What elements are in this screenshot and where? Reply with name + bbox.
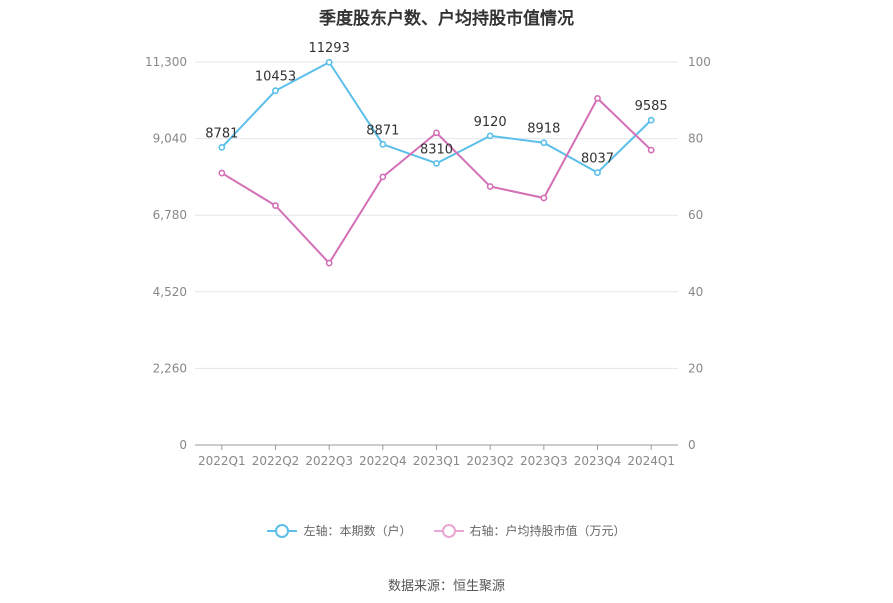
x-axis-tick-label: 2023Q2	[466, 454, 514, 468]
series-line-right	[221, 97, 652, 265]
x-axis-tick-label: 2023Q3	[520, 454, 568, 468]
data-point	[379, 173, 387, 181]
data-point	[486, 132, 494, 140]
left-axis-tick-label: 6,780	[153, 208, 187, 222]
legend-line-circle-icon	[433, 523, 464, 538]
legend: 左轴：本期数（户） 右轴：户均持股市值（万元）	[0, 522, 893, 539]
data-label: 9585	[635, 99, 668, 114]
data-point	[325, 259, 333, 267]
data-point	[272, 202, 279, 210]
data-label: 8918	[527, 122, 560, 137]
data-label: 11293	[308, 41, 349, 56]
x-axis-tick-label: 2022Q2	[252, 454, 300, 468]
right-axis-tick-label: 60	[688, 208, 703, 222]
data-point	[594, 169, 601, 176]
data-point	[218, 143, 226, 151]
x-axis-tick-label: 2023Q1	[413, 454, 461, 468]
legend-line-circle-icon	[267, 523, 298, 538]
x-axis-tick-label: 2022Q4	[359, 454, 407, 468]
x-axis-tick-label: 2022Q1	[198, 454, 246, 468]
data-label: 10453	[255, 70, 296, 85]
data-point	[379, 140, 387, 148]
data-point	[486, 183, 494, 190]
data-point	[540, 139, 548, 147]
data-label: 9120	[474, 115, 507, 130]
legend-label-right-series: 右轴：户均持股市值（万元）	[469, 524, 626, 538]
data-point	[433, 129, 440, 137]
x-axis-tick-label: 2024Q1	[627, 454, 675, 468]
data-point	[594, 94, 601, 102]
data-point	[647, 146, 655, 154]
left-axis-tick-label: 4,520	[153, 285, 187, 299]
left-axis-tick-label: 11,300	[145, 55, 187, 69]
data-point	[272, 87, 279, 95]
data-point	[218, 169, 226, 177]
data-label: 8310	[420, 142, 453, 157]
chart-title: 季度股东户数、户均持股市值情况	[319, 9, 574, 29]
data-label: 8037	[581, 152, 614, 167]
data-label: 8871	[366, 123, 399, 138]
x-axis-tick-label: 2022Q3	[305, 454, 353, 468]
right-axis-tick-label: 100	[688, 55, 711, 69]
left-axis-tick-label: 0	[179, 438, 187, 452]
data-source: 数据来源：恒生聚源	[387, 579, 505, 594]
data-point	[540, 194, 548, 202]
data-point	[325, 58, 333, 66]
left-axis-tick-label: 2,260	[153, 361, 187, 375]
right-axis-tick-label: 80	[688, 132, 703, 146]
legend-item-left-series[interactable]: 左轴：本期数（户）	[267, 522, 412, 539]
right-axis-tick-label: 40	[688, 285, 703, 299]
data-label: 8781	[205, 126, 238, 141]
right-axis-tick-label: 20	[688, 361, 703, 375]
legend-label-left-series: 左轴：本期数（户）	[303, 524, 412, 538]
left-axis-tick-label: 9,040	[153, 132, 187, 146]
x-axis-tick-label: 2023Q4	[574, 454, 622, 468]
right-axis-tick-label: 0	[688, 438, 696, 452]
legend-item-right-series[interactable]: 右轴：户均持股市值（万元）	[433, 522, 626, 539]
data-point	[647, 116, 655, 124]
data-point	[433, 159, 440, 167]
